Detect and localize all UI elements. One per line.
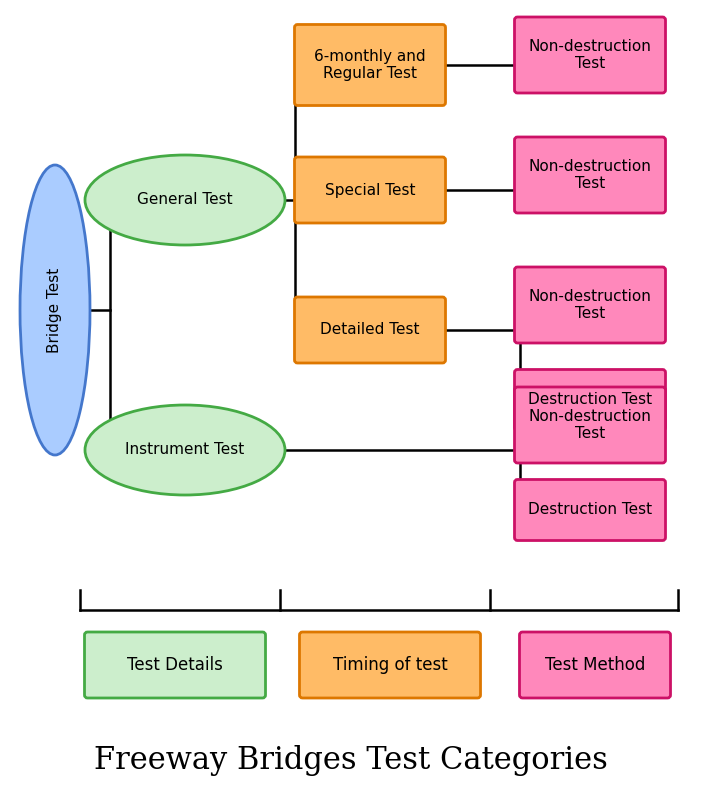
Text: Bridge Test: Bridge Test xyxy=(48,268,62,353)
Text: Test Details: Test Details xyxy=(127,656,223,674)
Text: Instrument Test: Instrument Test xyxy=(125,442,245,457)
FancyBboxPatch shape xyxy=(515,267,665,343)
FancyBboxPatch shape xyxy=(515,370,665,430)
Text: Non-destruction
Test: Non-destruction Test xyxy=(529,39,651,71)
FancyBboxPatch shape xyxy=(294,24,446,105)
FancyBboxPatch shape xyxy=(515,479,665,541)
Text: Detailed Test: Detailed Test xyxy=(320,323,420,338)
Text: Test Method: Test Method xyxy=(545,656,645,674)
FancyBboxPatch shape xyxy=(294,297,446,363)
FancyBboxPatch shape xyxy=(85,632,266,698)
FancyBboxPatch shape xyxy=(515,387,665,463)
Text: Timing of test: Timing of test xyxy=(333,656,447,674)
FancyBboxPatch shape xyxy=(299,632,480,698)
Text: Freeway Bridges Test Categories: Freeway Bridges Test Categories xyxy=(93,745,608,775)
Text: General Test: General Test xyxy=(137,193,233,208)
FancyBboxPatch shape xyxy=(515,17,665,93)
Text: Destruction Test: Destruction Test xyxy=(528,393,652,408)
Text: Non-destruction
Test: Non-destruction Test xyxy=(529,159,651,191)
FancyBboxPatch shape xyxy=(519,632,670,698)
Ellipse shape xyxy=(85,405,285,495)
Ellipse shape xyxy=(85,155,285,245)
FancyBboxPatch shape xyxy=(515,137,665,213)
Text: Special Test: Special Test xyxy=(325,183,415,198)
Text: 6-monthly and
Regular Test: 6-monthly and Regular Test xyxy=(314,49,426,81)
Text: Non-destruction
Test: Non-destruction Test xyxy=(529,408,651,442)
Text: Non-destruction
Test: Non-destruction Test xyxy=(529,289,651,321)
Text: Destruction Test: Destruction Test xyxy=(528,503,652,518)
Ellipse shape xyxy=(20,165,90,455)
FancyBboxPatch shape xyxy=(294,157,446,223)
